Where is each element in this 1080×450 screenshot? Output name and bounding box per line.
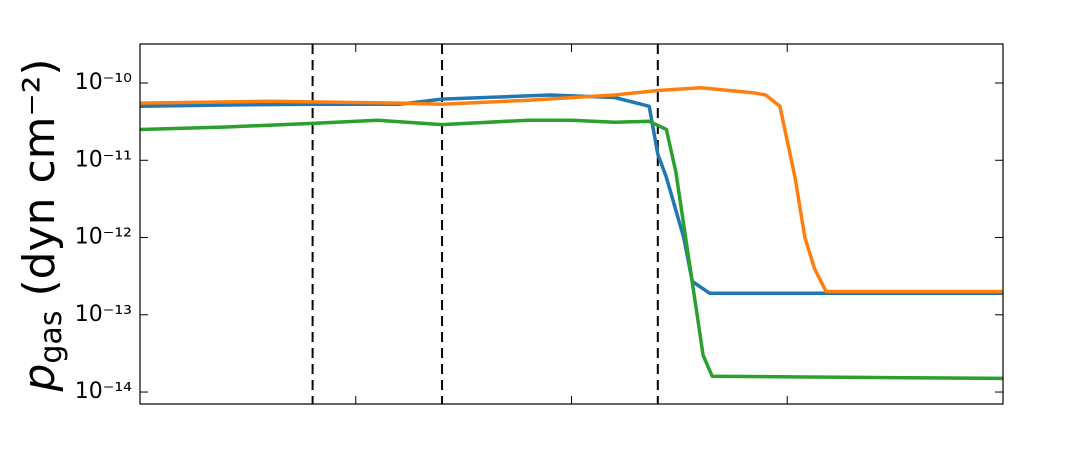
- y-tick-label: 10⁻¹¹: [75, 147, 132, 172]
- series-line: [139, 118, 1004, 381]
- y-label-unit: (dyn cm⁻²): [14, 58, 65, 296]
- y-tick-label: 10⁻¹³: [75, 302, 132, 327]
- y-axis-label: pgas (dyn cm⁻²): [14, 58, 69, 392]
- y-tick-label: 10⁻¹⁴: [75, 379, 132, 404]
- y-label-symbol: p: [14, 364, 65, 393]
- plot-frame: [139, 43, 1004, 405]
- series-line: [139, 85, 1003, 294]
- y-label-subscript: gas: [34, 311, 69, 364]
- y-tick-label: 10⁻¹²: [75, 225, 132, 250]
- y-tick-label: 10⁻¹⁰: [75, 70, 132, 95]
